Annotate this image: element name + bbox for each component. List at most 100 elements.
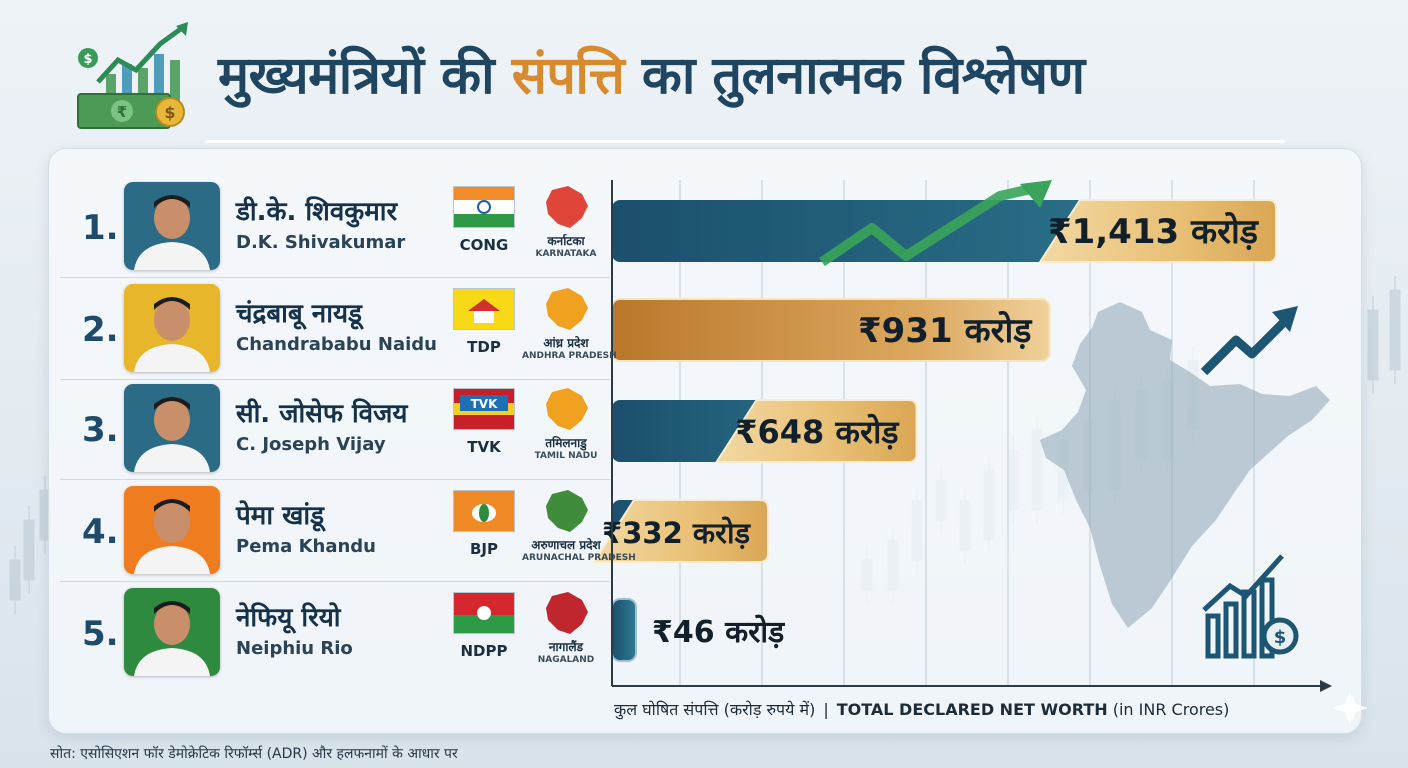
state-name-hindi: आंध्र प्रदेश	[543, 336, 589, 350]
cm-name-hindi: चंद्रबाबू नायडू	[236, 299, 362, 329]
cm-name-english: Pema Khandu	[236, 536, 376, 557]
cm-row: 2. चंद्रबाबू नायडू Chandrababu Naidu TDP…	[60, 280, 617, 380]
avatar	[124, 284, 220, 372]
cm-name-hindi: पेमा खांडू	[236, 501, 325, 531]
party-block: CONG	[452, 186, 516, 254]
cm-name: डी.के. शिवकुमार D.K. Shivakumar	[236, 192, 405, 253]
state-block: आंध्र प्रदेश ANDHRA PRADESH	[522, 286, 617, 361]
party-label: NDPP	[460, 642, 508, 660]
rank-number: 5.	[82, 614, 119, 654]
state-name-hindi: अरुणाचल प्रदेश	[531, 538, 601, 552]
bar-value-label: ₹1,413 करोड़	[1048, 211, 1260, 252]
party-block: TDP	[452, 288, 516, 356]
bar-group: ₹648 करोड़	[612, 399, 918, 463]
bar-group: ₹931 करोड़	[611, 298, 1051, 362]
money-growth-icon: $ ₹ $	[77, 22, 188, 129]
bar-group: ₹1,413 करोड़	[612, 199, 1277, 263]
state-map-icon	[546, 490, 588, 532]
growth-chart-coin-icon: $	[1202, 554, 1299, 659]
person-silhouette-icon	[124, 284, 220, 372]
cm-name-english: Neiphiu Rio	[236, 638, 353, 659]
party-flag-icon	[453, 490, 515, 532]
avatar	[124, 384, 220, 472]
person-silhouette-icon	[124, 182, 220, 270]
avatar	[124, 182, 220, 270]
bar-group: ₹332 करोड़	[592, 499, 770, 563]
page-title: मुख्यमंत्रियों की संपत्ति का तुलनात्मक व…	[218, 38, 1085, 109]
cm-name-english: D.K. Shivakumar	[236, 232, 406, 253]
sparkle-icon	[1332, 692, 1368, 724]
bar-value-label: ₹46 करोड़	[652, 614, 785, 650]
cm-name: चंद्रबाबू नायडू Chandrababu Naidu	[236, 294, 437, 355]
bar-value-label: ₹931 करोड़	[858, 310, 1033, 351]
x-axis-arrowhead	[1320, 680, 1332, 692]
cm-name: सी. जोसेफ विजय C. Joseph Vijay	[236, 394, 408, 455]
row-divider	[60, 581, 610, 582]
party-flag-icon: TVK	[453, 388, 515, 430]
bar-value-label: ₹648 करोड़	[735, 413, 899, 451]
party-block: BJP	[452, 490, 516, 558]
party-flag-icon	[453, 186, 515, 228]
cm-name-hindi: नेफियू रियो	[236, 603, 341, 633]
svg-text:₹: ₹	[117, 103, 127, 121]
person-silhouette-icon	[124, 384, 220, 472]
rank-number: 3.	[82, 410, 119, 450]
source-note: सोत: एसोसिएशन फॉर डेमोक्रेटिक रिफॉर्म्स …	[50, 746, 458, 762]
person-silhouette-icon	[124, 588, 220, 676]
title-part2: का तुलनात्मक विश्लेषण	[641, 46, 1085, 106]
state-name-hindi: कर्नाटका	[547, 234, 585, 248]
cm-row: 1. डी.के. शिवकुमार D.K. Shivakumar CONG …	[60, 178, 610, 278]
party-label: CONG	[459, 236, 509, 254]
party-block: NDPP	[452, 592, 516, 660]
trend-arrow-icon	[819, 181, 1046, 267]
state-name-english: TAMIL NADU	[534, 451, 598, 461]
rank-number: 4.	[82, 512, 119, 552]
cm-row: 4. पेमा खांडू Pema Khandu BJP अरुणाचल प्…	[60, 482, 636, 582]
side-trend-arrow-icon	[1200, 314, 1292, 376]
cm-name: नेफियू रियो Neiphiu Rio	[236, 598, 353, 659]
bar	[611, 598, 637, 662]
cm-name-english: Chandrababu Naidu	[236, 334, 437, 355]
avatar	[124, 588, 220, 676]
state-map-icon	[546, 186, 588, 228]
state-name-hindi: नागालैंड	[548, 640, 584, 654]
state-name-english: ANDHRA PRADESH	[522, 351, 617, 361]
state-map-icon	[546, 592, 588, 634]
state-block: अरुणाचल प्रदेश ARUNACHAL PRADESH	[522, 488, 636, 563]
panel-top-line	[205, 140, 1285, 143]
x-axis-label-unit: (in INR Crores)	[1112, 700, 1230, 719]
rank-number: 2.	[82, 310, 119, 350]
bar-label-plate	[714, 399, 918, 463]
title-part1: मुख्यमंत्रियों की	[218, 46, 495, 106]
cm-row: 5. नेफियू रियो Neiphiu Rio NDPP नागालैंड…	[60, 584, 610, 684]
state-name-english: KARNATAKA	[535, 249, 597, 259]
trend-arrowhead	[1020, 180, 1052, 208]
state-name-english: NAGALAND	[537, 655, 595, 665]
party-flag-icon	[453, 592, 515, 634]
svg-text:$: $	[1274, 627, 1287, 648]
party-block: TVK TVK	[452, 388, 516, 456]
state-map-icon	[546, 288, 588, 330]
x-axis-label-hi: कुल घोषित संपत्ति (करोड़ रुपये में)	[614, 700, 816, 719]
state-block: कर्नाटका KARNATAKA	[522, 184, 610, 259]
state-name-english: ARUNACHAL PRADESH	[522, 553, 636, 563]
state-map-icon	[546, 388, 588, 430]
bar-value-label: ₹332 करोड़	[602, 516, 751, 550]
cm-name: पेमा खांडू Pema Khandu	[236, 496, 376, 557]
x-axis-label: कुल घोषित संपत्ति (करोड़ रुपये में) | TOTA…	[614, 700, 1230, 719]
row-divider	[60, 379, 610, 380]
state-block: तमिलनाडु TAMIL NADU	[522, 386, 610, 461]
cm-name-english: C. Joseph Vijay	[236, 434, 386, 455]
bar-group: ₹46 करोड़	[611, 598, 785, 662]
row-divider	[60, 277, 610, 278]
party-flag-icon	[453, 288, 515, 330]
rank-number: 1.	[82, 208, 119, 248]
state-name-hindi: तमिलनाडु	[545, 436, 587, 450]
state-block: नागालैंड NAGALAND	[522, 590, 610, 665]
party-label: TVK	[467, 438, 501, 456]
avatar	[124, 486, 220, 574]
header: $ ₹ $ मुख्यमंत्रियों की संपत्ति का तुलना…	[70, 20, 1310, 135]
row-divider	[60, 479, 610, 480]
title-highlight: संपत्ति	[511, 46, 625, 106]
